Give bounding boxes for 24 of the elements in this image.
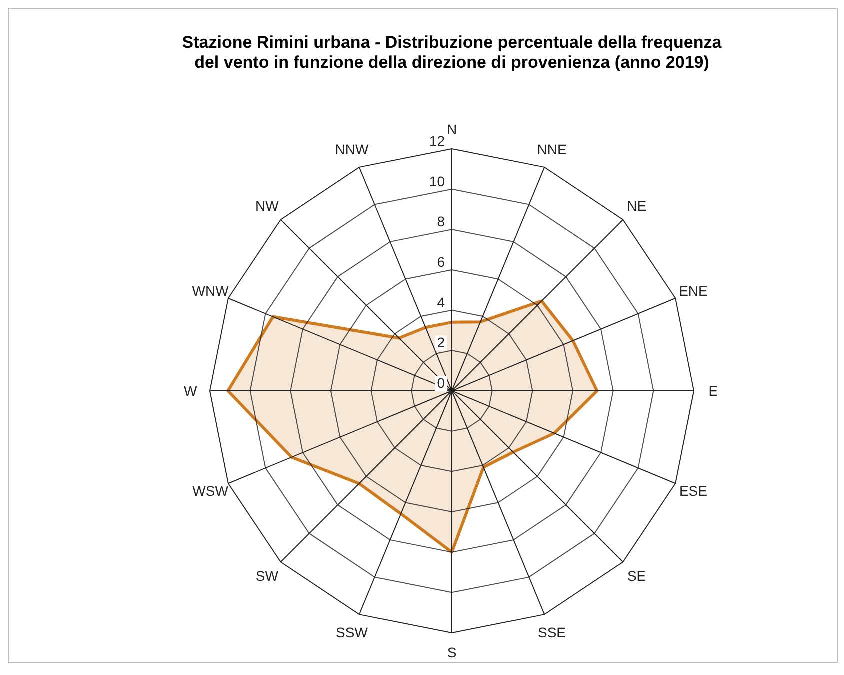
- y-tick-label: 4: [437, 294, 446, 310]
- spoke-label: WNW: [192, 282, 230, 299]
- spoke-label: SSE: [538, 624, 566, 640]
- y-tick-label: 0: [437, 375, 446, 391]
- y-tick-label: 2: [437, 334, 446, 351]
- y-tick-label: 8: [437, 214, 446, 230]
- y-tick-label: 10: [429, 173, 446, 190]
- spoke-label: NW: [256, 198, 280, 214]
- y-tick-label: 12: [429, 133, 446, 149]
- spoke-label: E: [708, 383, 718, 399]
- spoke-label: ESE: [679, 483, 708, 500]
- spoke-label: NNE: [537, 142, 567, 158]
- spoke-label: NE: [627, 198, 647, 214]
- chart-title: Stazione Rimini urbana - Distribuzione percentuale della frequenza del vento in funzione della direzione di provenienza (anno 2019): [182, 33, 722, 72]
- y-tick-label: 6: [437, 254, 446, 270]
- spoke-label: S: [447, 644, 457, 660]
- spoke-label: NNW: [335, 142, 370, 158]
- spoke-label: SE: [627, 568, 646, 584]
- spoke-label: ENE: [679, 282, 708, 299]
- spoke-label: SSW: [336, 624, 369, 640]
- spoke-label: SW: [256, 568, 280, 584]
- spoke-label: W: [184, 383, 198, 399]
- spoke-label: N: [446, 122, 458, 138]
- spoke-label: WSW: [192, 483, 230, 500]
